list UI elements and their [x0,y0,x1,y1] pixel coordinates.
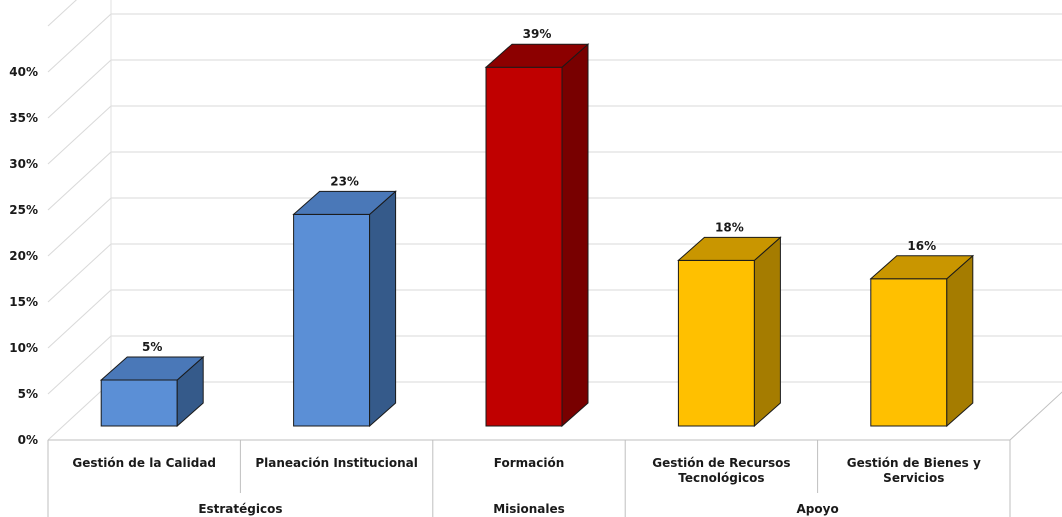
gridline-diagonal [47,13,112,73]
bar-front [677,259,755,427]
bar-top [292,190,397,215]
data-label: 39% [523,27,552,41]
y-tick-label: 35% [9,111,38,125]
gridline-diagonal [47,0,77,27]
category-label: Tecnológicos [678,471,764,485]
y-tick-label: 10% [9,341,38,355]
bar-top [484,43,590,68]
y-tick-label: 40% [9,65,38,79]
gridline-diagonal [47,289,112,349]
bar-side [753,236,781,428]
data-label: 16% [907,239,936,253]
floor-right-edge [1009,391,1062,441]
bar-front [485,66,563,427]
category-label: Gestión de Recursos [652,456,790,470]
bar-side [561,43,589,428]
bar-top [677,236,782,261]
group-label: Misionales [493,502,565,516]
gridline-diagonal [47,381,112,441]
gridline-diagonal [47,197,112,257]
gridline-diagonal [47,335,112,395]
bar-top [869,255,975,280]
bar-side [369,190,397,428]
gridline-diagonal [47,59,112,119]
bar-top [99,356,205,381]
y-tick-label: 5% [18,387,38,401]
bar-front [293,213,371,427]
data-label: 5% [142,340,162,354]
gridline-diagonal [47,105,112,165]
y-tick-label: 15% [9,295,38,309]
category-label: Planeación Institucional [255,456,417,470]
category-label: Gestión de Bienes y [847,456,981,470]
group-label: Apoyo [797,502,839,516]
gridline-diagonal [47,243,112,303]
data-label: 18% [715,220,744,234]
category-label: Formación [494,456,565,470]
y-tick-label: 20% [9,249,38,263]
bar-side [946,254,974,428]
bar-front [100,379,178,427]
y-tick-label: 30% [9,157,38,171]
group-label: Estratégicos [198,502,282,516]
gridline-diagonal [47,151,112,211]
y-tick-label: 0% [18,433,38,447]
bar-front [870,278,948,427]
data-label: 23% [330,174,359,188]
y-tick-label: 25% [9,203,38,217]
category-label: Servicios [883,471,944,485]
category-label: Gestión de la Calidad [72,456,216,470]
